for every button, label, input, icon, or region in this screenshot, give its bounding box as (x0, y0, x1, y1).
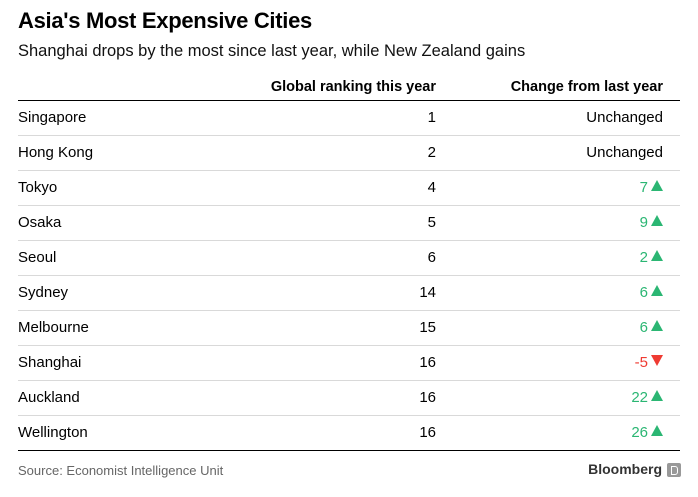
table-body: Singapore 1 Unchanged Hong Kong 2 Unchanged To… (18, 101, 680, 451)
city-name: Wellington (18, 424, 88, 441)
triangle-up-icon (651, 390, 663, 401)
table-row: Singapore 1 Unchanged (18, 101, 680, 136)
change-value: -5 (635, 354, 663, 371)
change-text: -5 (634, 354, 648, 371)
chart-subtitle: Shanghai drops by the most since last ye… (18, 42, 526, 60)
city-name: Seoul (18, 249, 57, 266)
city-name: Hong Kong (18, 144, 94, 161)
table-row: Osaka 5 9 (18, 206, 680, 241)
column-header-rank: Global ranking this year (270, 79, 436, 95)
change-text: 2 (639, 249, 648, 266)
table-row: Sydney 14 6 (18, 276, 680, 311)
city-name: Shanghai (18, 354, 82, 371)
triangle-up-icon (651, 215, 663, 226)
change-text: Unchanged (586, 109, 663, 126)
change-value: Unchanged (586, 109, 663, 126)
global-rank-value: 4 (427, 179, 436, 196)
global-rank-value: 14 (419, 284, 436, 301)
change-text: 6 (639, 284, 648, 301)
global-rank-value: 5 (427, 214, 436, 231)
source-note: Source: Economist Intelligence Unit (18, 463, 224, 478)
global-rank-value: 2 (427, 144, 436, 161)
bloomberg-icon (667, 463, 681, 477)
city-name: Osaka (18, 214, 62, 231)
city-name: Melbourne (18, 319, 89, 336)
change-text: 6 (639, 319, 648, 336)
global-rank-value: 16 (419, 424, 436, 441)
global-rank-value: 16 (419, 354, 436, 371)
change-value: 7 (640, 179, 663, 196)
global-rank-value: 15 (419, 319, 436, 336)
table-row: Shanghai 16 -5 (18, 346, 680, 381)
triangle-up-icon (651, 425, 663, 436)
table-row: Wellington 16 26 (18, 416, 680, 451)
change-text: 26 (631, 424, 648, 441)
chart-title: Asia's Most Expensive Cities (18, 8, 312, 33)
change-value: 2 (640, 249, 663, 266)
table-row: Melbourne 15 6 (18, 311, 680, 346)
change-value: 26 (631, 424, 663, 441)
change-value: 22 (631, 389, 663, 406)
triangle-up-icon (651, 250, 663, 261)
global-rank-value: 1 (427, 109, 436, 126)
change-value: Unchanged (586, 144, 663, 161)
table-row: Hong Kong 2 Unchanged (18, 136, 680, 171)
triangle-up-icon (651, 285, 663, 296)
triangle-up-icon (651, 320, 663, 331)
change-value: 6 (640, 319, 663, 336)
change-value: 9 (640, 214, 663, 231)
city-name: Auckland (18, 389, 80, 406)
change-value: 6 (640, 284, 663, 301)
change-text: Unchanged (586, 144, 663, 161)
change-text: 7 (639, 179, 648, 196)
global-rank-value: 6 (427, 249, 436, 266)
table-header: Global ranking this year Change from las… (18, 72, 680, 101)
column-header-change: Change from last year (510, 79, 663, 95)
table-row: Auckland 16 22 (18, 381, 680, 416)
triangle-down-icon (651, 355, 663, 366)
ranking-table: Global ranking this year Change from las… (18, 72, 680, 451)
triangle-up-icon (651, 180, 663, 191)
change-text: 9 (639, 214, 648, 231)
city-name: Singapore (18, 109, 87, 126)
city-name: Sydney (18, 284, 69, 301)
table-row: Tokyo 4 7 (18, 171, 680, 206)
change-text: 22 (631, 389, 648, 406)
table-row: Seoul 6 2 (18, 241, 680, 276)
brand-logo: Bloomberg (588, 461, 662, 477)
global-rank-value: 16 (419, 389, 436, 406)
city-name: Tokyo (18, 179, 58, 196)
